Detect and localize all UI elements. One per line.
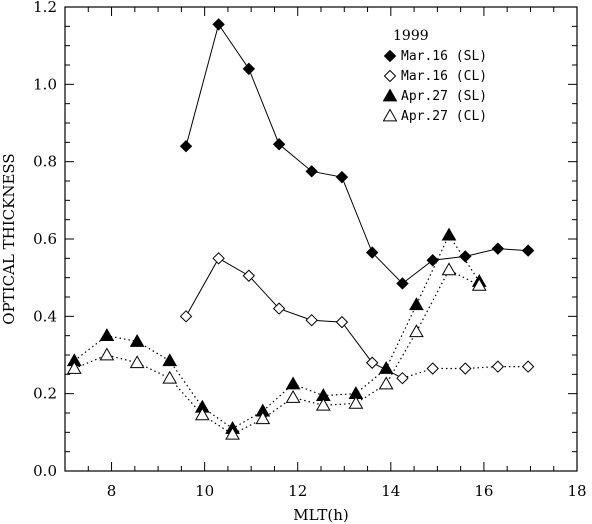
- data-point: [426, 362, 439, 375]
- data-point: [396, 277, 409, 290]
- data-point: [99, 347, 115, 361]
- data-point: [272, 302, 286, 315]
- data-point: [409, 297, 424, 311]
- data-point: [491, 242, 505, 255]
- x-tick-label: 12: [288, 482, 307, 500]
- legend-marker: [382, 88, 398, 102]
- data-point: [491, 360, 505, 373]
- x-tick-label: 8: [107, 482, 117, 500]
- legend-title: 1999: [393, 28, 429, 44]
- data-point: [365, 246, 379, 259]
- data-point: [272, 138, 286, 151]
- series-line: [74, 269, 480, 435]
- data-point: [315, 397, 331, 411]
- data-point: [225, 426, 240, 440]
- data-point: [66, 361, 82, 374]
- x-tick-label: 16: [474, 482, 493, 500]
- series-line: [185, 23, 529, 285]
- plot-frame: [64, 6, 578, 472]
- legend-entry: Apr.27 (SL): [401, 89, 487, 104]
- data-point: [426, 254, 439, 267]
- data-point: [255, 411, 271, 425]
- data-point: [194, 407, 210, 421]
- y-tick-label: 0.0: [33, 462, 57, 480]
- data-point: [285, 390, 301, 403]
- y-tick-label: 0.2: [33, 385, 57, 403]
- data-point: [179, 310, 193, 323]
- data-point: [242, 62, 256, 76]
- data-point: [129, 333, 145, 347]
- data-point: [378, 361, 394, 374]
- data-point: [521, 360, 535, 373]
- data-point: [99, 328, 115, 342]
- x-axis-label: MLT(h): [293, 506, 348, 524]
- data-point: [365, 356, 379, 369]
- data-point: [285, 376, 301, 390]
- data-point: [212, 18, 225, 31]
- data-point: [378, 376, 394, 390]
- legend-marker: [382, 108, 398, 122]
- data-point: [179, 139, 193, 153]
- data-point: [335, 170, 349, 184]
- y-tick-label: 0.8: [33, 153, 57, 171]
- data-point: [459, 362, 472, 375]
- legend-marker: [383, 69, 397, 83]
- x-tick-label: 18: [567, 482, 586, 500]
- data-point: [162, 370, 178, 384]
- data-point: [396, 371, 409, 385]
- y-axis-label: OPTICAL THICKNESS: [0, 153, 18, 324]
- data-point: [409, 324, 424, 338]
- data-point: [335, 315, 349, 329]
- y-tick-label: 1.2: [33, 0, 57, 16]
- legend-entry: Mar.16 (CL): [401, 69, 487, 84]
- data-point: [212, 252, 225, 265]
- legend-entry: Mar.16 (SL): [401, 49, 487, 64]
- data-point: [441, 262, 457, 276]
- data-point: [129, 355, 145, 369]
- data-point: [521, 244, 535, 257]
- y-tick-label: 1.0: [33, 75, 57, 93]
- data-point: [348, 395, 364, 409]
- y-tick-label: 0.6: [33, 230, 57, 248]
- x-tick-label: 14: [381, 482, 400, 500]
- data-point: [305, 165, 318, 178]
- data-point: [162, 353, 178, 367]
- series-line: [73, 233, 480, 430]
- legend-entry: Apr.27 (CL): [401, 109, 487, 124]
- data-point: [459, 250, 472, 263]
- x-tick-label: 10: [195, 482, 214, 500]
- legend-marker: [383, 49, 397, 63]
- data-point: [242, 269, 256, 282]
- y-tick-label: 0.4: [33, 307, 57, 325]
- data-point: [441, 227, 457, 241]
- data-point: [471, 277, 487, 291]
- data-point: [305, 313, 318, 327]
- series-line: [185, 257, 403, 379]
